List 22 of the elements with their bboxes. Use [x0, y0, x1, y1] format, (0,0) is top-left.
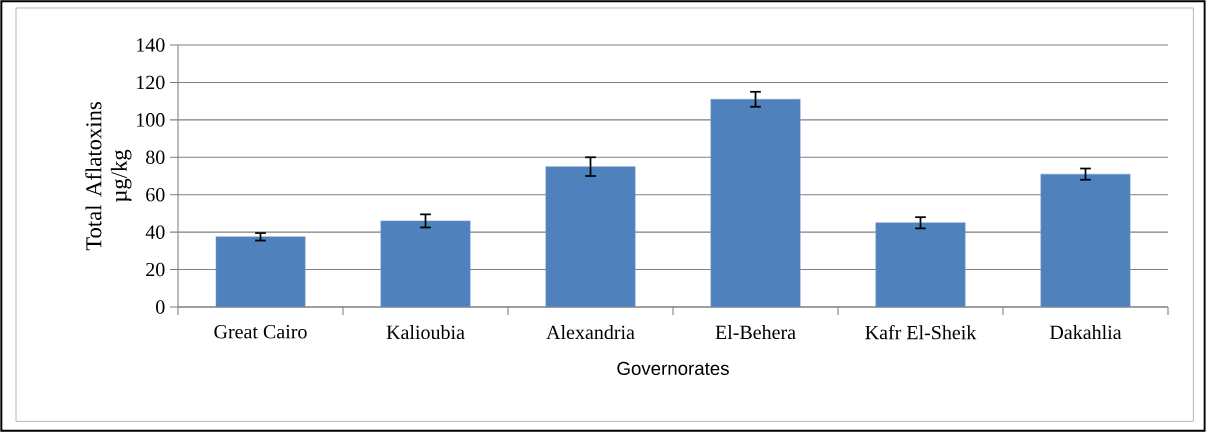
x-tick-label: Dakahlia	[1050, 325, 1122, 340]
y-tick-label: 40	[145, 225, 165, 239]
x-tick-label: Alexandria	[546, 325, 635, 340]
y-axis-title: Total Aflatoxins µg/kg	[85, 102, 132, 251]
x-tick-label: Kalioubia	[386, 325, 465, 340]
bar	[215, 236, 306, 307]
y-tick-label: 120	[137, 75, 165, 90]
y-tick-label: 80	[146, 150, 165, 165]
y-tick-label: 60	[146, 187, 165, 202]
y-tick-label: 20	[146, 262, 165, 277]
bar	[1040, 173, 1131, 307]
x-tick-label: Kafr El-Sheik	[865, 325, 977, 340]
x-axis-title: Governorates	[617, 361, 729, 376]
y-tick-label: 100	[137, 113, 165, 127]
bar	[380, 220, 471, 307]
y-tick-label: 140	[137, 38, 165, 52]
bar	[545, 166, 636, 307]
y-tick-label: 0	[156, 300, 165, 314]
bar	[710, 99, 801, 307]
x-tick-label: El-Behera	[715, 325, 796, 340]
bar	[875, 222, 966, 307]
x-tick-label: Great Cairo	[214, 325, 307, 339]
